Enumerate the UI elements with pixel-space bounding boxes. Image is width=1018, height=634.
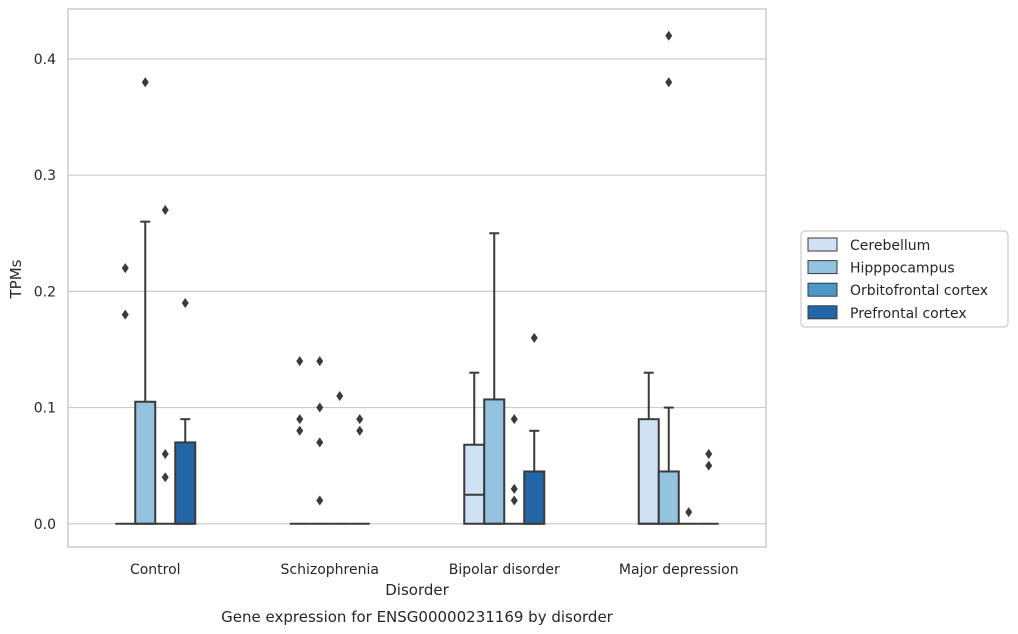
legend-label: Hipppocampus [850,261,955,277]
legend-label: Prefrontal cortex [850,306,967,322]
outlier-point [510,483,518,494]
y-tick-label: 0.3 [34,168,56,184]
outlier-point [316,495,324,506]
y-tick-label: 0.2 [34,284,56,300]
box-hipppocampus [483,232,506,525]
outlier-point [356,414,364,425]
legend: Cerebellum Hipppocampus Orbitofrontal cort… [800,230,1009,328]
y-tick-label: 0.4 [34,52,56,68]
outlier-point [356,425,364,436]
legend-frame [800,230,1009,328]
outlier-point [336,390,344,401]
box-hipppocampus [134,77,157,525]
box-cerebellum [463,371,486,525]
box-hipppocampus [657,30,680,525]
box-body [523,470,546,525]
box-body [657,470,680,525]
x-tick-label: Bipolar disorder [449,562,560,578]
outlier-point [705,449,713,460]
outlier-point [121,309,129,320]
x-tick-label: Major depression [619,562,739,578]
box-prefrontal-cortex [523,332,546,525]
legend-swatch [807,305,838,320]
outlier-point [316,437,324,448]
outlier-point [121,263,129,274]
box-prefrontal-cortex [349,414,370,525]
outlier-point [181,297,189,308]
box-body [483,398,506,525]
outlier-point [296,414,304,425]
box-cerebellum [115,263,136,525]
outlier-point [161,472,169,483]
outlier-point [665,30,673,41]
outlier-point [141,77,149,88]
box-body [637,418,660,525]
box-orbitofrontal-cortex [155,205,176,525]
outlier-point [510,414,518,425]
outlier-point [510,495,518,506]
box-cerebellum [289,356,310,525]
legend-swatch [807,282,838,297]
legend-swatch [807,260,838,275]
y-tick-label: 0.1 [34,401,56,417]
outlier-point [316,356,324,367]
outlier-point [705,460,713,471]
box-prefrontal-cortex [174,297,197,525]
y-axis-label: TPMs [7,259,25,299]
box-body [174,441,197,525]
outlier-point [685,507,693,518]
x-tick-label: Control [130,562,181,578]
box-prefrontal-cortex [698,449,719,525]
box-orbitofrontal-cortex [678,507,699,525]
legend-label: Orbitofrontal cortex [850,283,988,299]
box-orbitofrontal-cortex [504,414,525,525]
outlier-point [161,449,169,460]
outlier-point [316,402,324,413]
outlier-point [296,425,304,436]
outlier-point [161,205,169,216]
legend-label: Cerebellum [850,238,930,254]
x-axis-label: Disorder [385,581,449,599]
box-body [463,443,486,525]
outlier-point [665,77,673,88]
box-body [134,400,157,525]
x-tick-label: Schizophrenia [281,562,379,578]
box-cerebellum [637,371,660,525]
outlier-point [296,356,304,367]
legend-swatch [807,237,838,252]
figure-caption: Gene expression for ENSG00000231169 by d… [221,608,614,626]
y-tick-label: 0.0 [34,517,56,533]
outlier-point [530,332,538,343]
box-hipppocampus [309,356,330,525]
plot-frame [67,8,767,548]
box-orbitofrontal-cortex [329,390,350,525]
